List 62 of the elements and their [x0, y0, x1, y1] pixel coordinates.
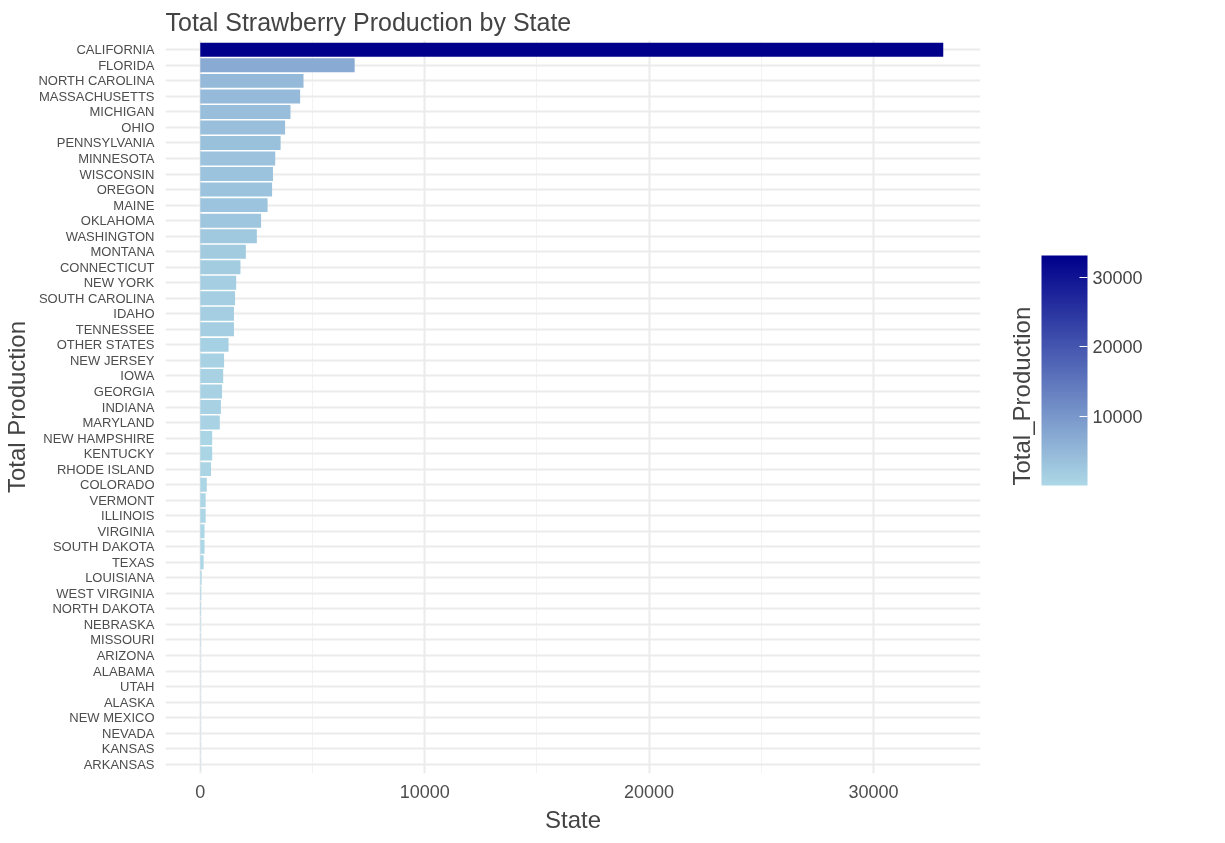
y-tick-label: VERMONT [89, 492, 155, 508]
y-tick-label: MAINE [113, 197, 155, 213]
y-tick-label: NEW JERSEY [69, 352, 155, 368]
y-tick-label: IDAHO [113, 306, 155, 322]
y-tick-label: MARYLAND [82, 415, 155, 431]
y-tick-label: NEBRASKA [83, 616, 155, 632]
color-bar-label: 20000 [1092, 337, 1143, 358]
y-axis-title: Total Production [3, 320, 31, 494]
y-tick-label: TENNESSEE [75, 321, 155, 337]
x-axis-title: State [544, 805, 602, 833]
x-tick-label: 30000 [848, 781, 899, 802]
bar [200, 400, 221, 414]
y-tick-label: ARIZONA [96, 647, 155, 663]
y-tick-label: RHODE ISLAND [56, 461, 155, 477]
bar [200, 42, 944, 57]
y-tick-label: ALASKA [103, 694, 155, 710]
y-tick-label: NORTH CAROLINA [38, 73, 155, 89]
y-tick-label: FLORIDA [98, 57, 155, 73]
y-tick-label: TEXAS [111, 554, 155, 570]
y-tick-label: MINNESOTA [78, 151, 155, 167]
y-tick-label: OHIO [121, 119, 155, 135]
y-tick-label: KENTUCKY [83, 446, 155, 462]
y-tick-label: GEORGIA [93, 383, 155, 399]
color-bar-label: 10000 [1092, 406, 1143, 427]
y-tick-label: KANSAS [101, 741, 155, 757]
y-tick-label: VIRGINIA [97, 523, 155, 539]
y-tick-label: LOUISIANA [85, 570, 155, 586]
y-tick-label: CONNECTICUT [59, 259, 155, 275]
y-tick-label: UTAH [120, 679, 155, 695]
y-tick-label: CALIFORNIA [76, 42, 155, 58]
y-tick-label: NEW MEXICO [69, 710, 155, 726]
y-tick-label: WASHINGTON [65, 228, 155, 244]
y-tick-label: WISCONSIN [79, 166, 155, 182]
y-tick-label: ARKANSAS [83, 756, 155, 772]
color-bar-label: 30000 [1092, 267, 1143, 288]
y-tick-label: WEST VIRGINIA [56, 585, 155, 601]
y-tick-label: OREGON [96, 182, 155, 198]
y-tick-label: PENNSYLVANIA [56, 135, 155, 151]
y-tick-label: OTHER STATES [56, 337, 155, 353]
y-tick-label: NORTH DAKOTA [52, 601, 155, 617]
y-tick-label: MONTANA [90, 244, 155, 260]
y-tick-label: IOWA [120, 368, 155, 384]
y-tick-label: MISSOURI [90, 632, 155, 648]
y-tick-label: ILLINOIS [101, 508, 155, 524]
y-tick-label: OKLAHOMA [80, 213, 155, 229]
x-tick-label: 20000 [624, 781, 675, 802]
y-tick-label: MASSACHUSETTS [38, 88, 155, 104]
x-tick-label: 0 [195, 781, 206, 802]
y-tick-label: NEVADA [102, 725, 155, 741]
y-tick-label: COLORADO [80, 477, 155, 493]
y-tick-label: SOUTH DAKOTA [52, 539, 155, 555]
bar [200, 136, 281, 150]
y-tick-label: MICHIGAN [89, 104, 155, 120]
bar [200, 58, 355, 73]
y-tick-label: NEW HAMPSHIRE [43, 430, 155, 446]
color-bar-title: Total_Production [1007, 306, 1035, 486]
y-tick-label: ALABAMA [93, 663, 155, 679]
y-tick-label: SOUTH CAROLINA [38, 290, 155, 306]
y-tick-label: NEW YORK [83, 275, 155, 291]
y-tick-label: INDIANA [101, 399, 155, 415]
x-tick-label: 10000 [399, 781, 450, 802]
chart-title: Total Strawberry Production by State [165, 7, 572, 36]
